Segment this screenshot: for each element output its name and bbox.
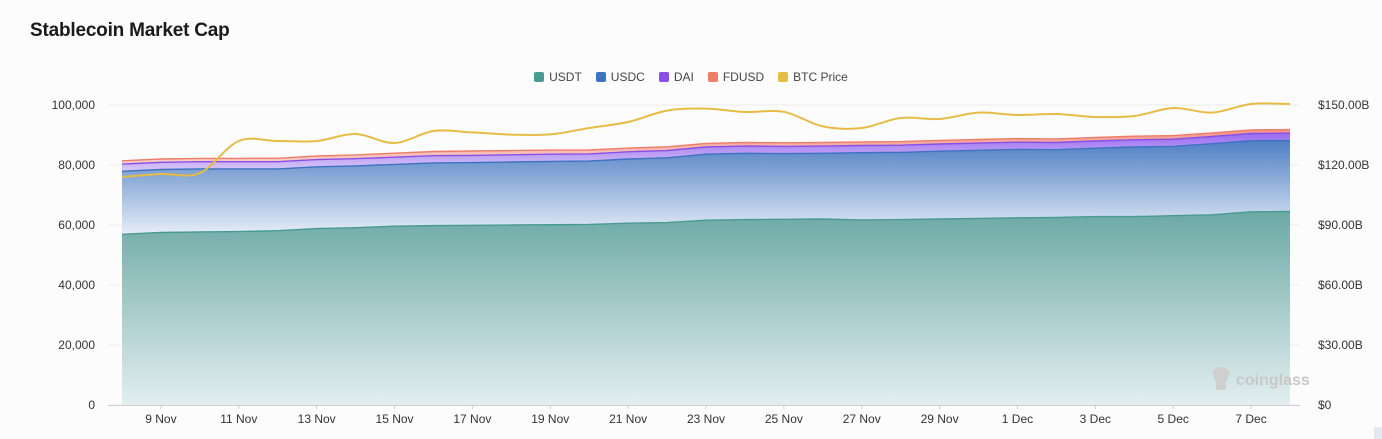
legend-swatch-btc-price [778, 72, 789, 82]
area-usdt [122, 211, 1290, 405]
series-areas [121, 128, 1291, 405]
area-edge-usdt [121, 210, 1291, 235]
y-right-tick-label: $90.00B [1318, 218, 1363, 232]
legend-item-usdt[interactable]: USDT [534, 70, 582, 84]
x-tick-label: 1 Dec [1002, 412, 1033, 426]
legend-swatch-usdc [595, 72, 606, 82]
y-left-tick-label: 60,000 [58, 218, 95, 232]
x-tick-label: 19 Nov [531, 412, 569, 426]
legend-label-usdc: USDC [610, 70, 645, 84]
legend-item-btc-price[interactable]: BTC Price [778, 70, 848, 84]
area-edge-dai [121, 132, 1291, 165]
y-right-tick-label: $60.00B [1318, 278, 1363, 292]
x-tick-label: 25 Nov [765, 412, 803, 426]
legend-label-usdt: USDT [549, 70, 582, 84]
legend-label-fdusd: FDUSD [722, 70, 765, 84]
y-left-tick-label: 0 [88, 398, 95, 412]
area-edge-usdc [121, 139, 1291, 172]
x-tick-label: 3 Dec [1080, 412, 1111, 426]
y-left-tick-label: 100,000 [52, 98, 96, 112]
legend-swatch-dai [658, 72, 669, 82]
x-tick-label: 23 Nov [687, 412, 725, 426]
legend-swatch-fdusd [707, 72, 718, 82]
x-tick-label: 7 Dec [1235, 412, 1266, 426]
y-left-tick-label: 80,000 [58, 158, 95, 172]
x-tick-label: 5 Dec [1158, 412, 1189, 426]
x-tick-label: 27 Nov [843, 412, 881, 426]
x-tick-label: 29 Nov [921, 412, 959, 426]
y-right-tick-label: $30.00B [1318, 338, 1363, 352]
legend-label-btc-price: BTC Price [793, 70, 848, 84]
coinglass-logo-icon [1212, 367, 1230, 390]
legend-item-dai[interactable]: DAI [658, 70, 694, 84]
corner-artifact [1374, 427, 1382, 439]
chart-title: Stablecoin Market Cap [30, 20, 230, 41]
y-left-tick-label: 40,000 [58, 278, 95, 292]
legend-item-usdc[interactable]: USDC [595, 70, 645, 84]
x-tick-label: 15 Nov [376, 412, 414, 426]
chart-legend: USDT USDC DAI FDUSD BTC Price [0, 70, 1382, 84]
legend-label-dai: DAI [673, 70, 694, 84]
x-tick-label: 9 Nov [145, 412, 176, 426]
area-edge-fdusd [121, 128, 1291, 162]
legend-swatch-usdt [534, 72, 545, 82]
y-right-tick-label: $0 [1318, 398, 1332, 412]
x-tick-label: 11 Nov [220, 412, 257, 426]
legend-item-fdusd[interactable]: FDUSD [707, 70, 765, 84]
series-lines [121, 102, 1291, 178]
y-left-tick-label: 20,000 [58, 338, 95, 352]
x-tick-label: 21 Nov [609, 412, 647, 426]
watermark-text: coinglass [1236, 372, 1310, 389]
x-tick-label: 17 Nov [453, 412, 491, 426]
x-tick-label: 13 Nov [298, 412, 336, 426]
y-right-tick-label: $120.00B [1318, 158, 1369, 172]
watermark: coinglass [1212, 367, 1310, 390]
axes: 0 20,000 40,000 60,000 80,000 100,000 $0 $30.00… [52, 98, 1370, 426]
y-right-tick-label: $150.00B [1318, 98, 1369, 112]
line-btc-price [121, 102, 1291, 178]
